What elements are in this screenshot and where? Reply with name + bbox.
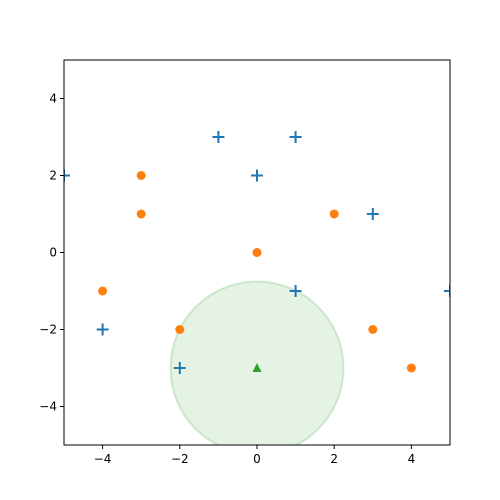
x-tick-label: 4 [408,452,416,466]
plus-marker [366,208,379,220]
y-tick-label: 2 [49,169,57,183]
y-tick-label: −2 [39,323,57,337]
circle-marker [175,325,185,334]
plus-marker [251,169,263,182]
circle-marker [329,209,339,219]
plus-marker [289,131,302,143]
x-tick-label: −2 [171,452,189,466]
circle-marker [252,248,262,257]
plus-marker [289,285,302,297]
plus-marker [212,131,225,143]
circle-marker [406,363,416,373]
y-tick-label: 0 [49,246,57,260]
x-tick-label: 2 [330,452,338,466]
plus-marker [96,323,109,336]
circle-marker [136,209,146,219]
y-tick-label: −4 [39,400,57,414]
triangle-marker [252,363,262,372]
circle-marker [136,171,146,180]
plot-area [64,131,450,445]
plus-marker [173,362,186,374]
y-tick-label: 4 [49,92,57,106]
x-tick-label: −4 [94,452,112,466]
plus-marker [444,285,450,297]
circle-marker [98,286,108,296]
circle-marker [368,325,378,334]
x-tick-label: 0 [253,452,261,466]
plus-marker [64,169,70,182]
